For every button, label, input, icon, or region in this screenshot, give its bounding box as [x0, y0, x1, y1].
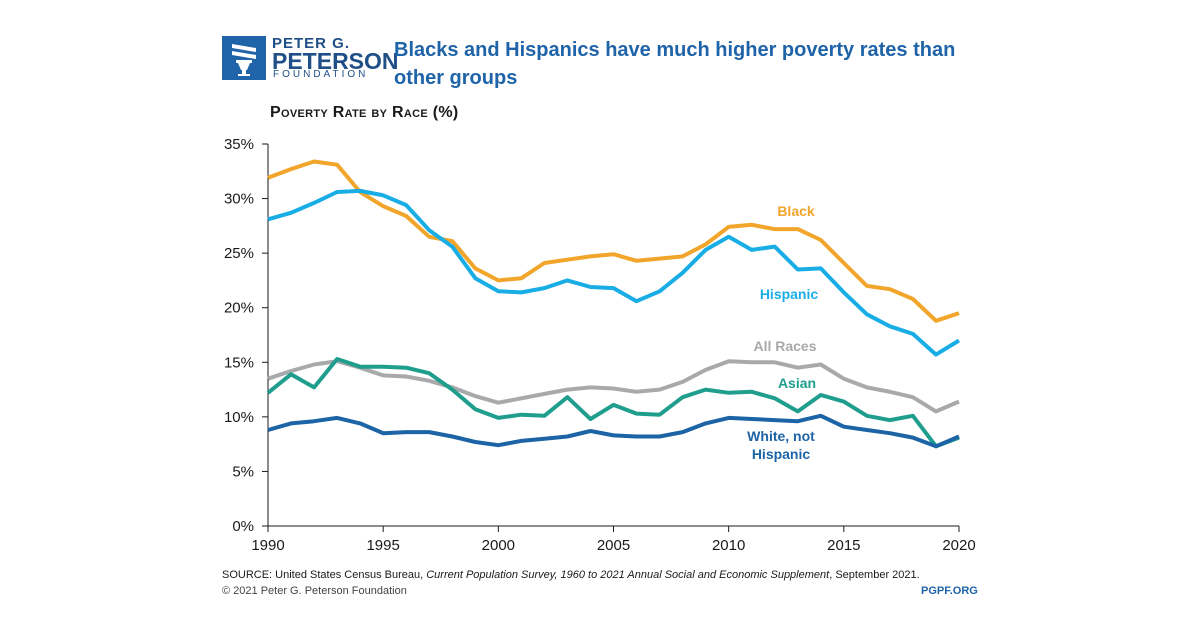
series-label-line: Asian	[778, 375, 816, 391]
y-tick-label: 20%	[224, 300, 254, 317]
x-tick-label: 2010	[712, 537, 745, 554]
logo-line-3: FOUNDATION	[273, 69, 369, 80]
series-line-hispanic	[267, 188, 961, 357]
series-line-asian	[266, 357, 960, 449]
x-tick-label: 1990	[251, 537, 284, 554]
series-line-black	[267, 159, 960, 323]
series-label-hispanic: Hispanic	[760, 286, 819, 302]
x-tick-label: 1995	[366, 537, 399, 554]
series-label-line: Black	[777, 203, 815, 219]
logo-line-2: PETERSON	[272, 48, 399, 74]
y-tick-label: 25%	[224, 245, 254, 262]
headline: Blacks and Hispanics have much higher po…	[394, 39, 956, 89]
series-label-line: Hispanic	[760, 286, 819, 302]
series-line-white-not-hispanic	[267, 413, 960, 449]
chart-title: Poverty Rate by Race (%)	[270, 104, 459, 121]
series-label-black: Black	[777, 203, 815, 219]
logo-line-1: PETER G.	[272, 35, 351, 52]
series-label-line: All Races	[753, 338, 816, 354]
source-prefix: SOURCE: United States Census Bureau,	[222, 569, 427, 581]
series-label-line: Hispanic	[752, 446, 811, 462]
site-link[interactable]: PGPF.ORG	[921, 585, 978, 597]
y-tick-label: 15%	[224, 354, 254, 371]
series-label-all-races: All Races	[753, 338, 816, 354]
series-label-white-not-hispanic: White, not Hispanic	[747, 428, 815, 462]
y-tick-label: 30%	[224, 191, 254, 208]
x-tick-label: 2005	[597, 537, 630, 554]
torch-logo-icon	[222, 36, 266, 80]
source-title: Current Population Survey, 1960 to 2021 …	[426, 569, 830, 581]
logo: PETER G. PETERSON FOUNDATION	[222, 35, 399, 82]
copyright: © 2021 Peter G. Peterson Foundation	[222, 585, 407, 597]
source-note: SOURCE: United States Census Bureau, Cur…	[222, 569, 920, 581]
series-label-line: White, not	[747, 428, 815, 444]
source-suffix: , September 2021.	[829, 569, 920, 581]
y-tick-label: 0%	[232, 518, 254, 535]
y-tick-label: 5%	[232, 463, 254, 480]
x-tick-label: 2020	[942, 537, 975, 554]
x-tick-label: 2015	[827, 537, 860, 554]
x-tick-label: 2000	[482, 537, 515, 554]
y-tick-label: 35%	[224, 136, 254, 153]
series-label-asian: Asian	[778, 375, 816, 391]
series-line-all-races	[267, 359, 960, 414]
y-tick-label: 10%	[224, 409, 254, 426]
